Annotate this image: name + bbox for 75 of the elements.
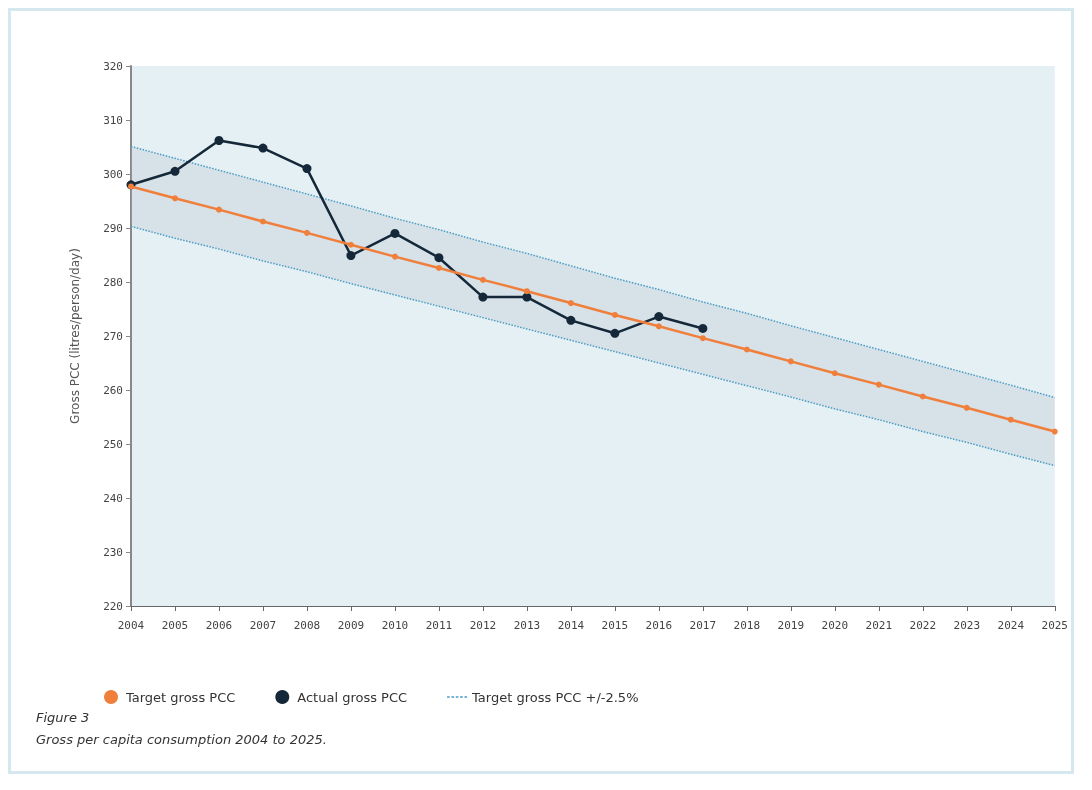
y-tick-label: 300: [103, 167, 123, 181]
x-tick-label: 2025: [1041, 619, 1068, 632]
point: [215, 206, 222, 213]
point: [214, 136, 224, 146]
x-tick-label: 2016: [645, 619, 673, 632]
point: [347, 241, 354, 248]
text: Gross per capita consumption 2004 to 2025.: [36, 732, 327, 747]
x-tick-label: 2005: [161, 619, 189, 632]
x-tick-label: 2006: [205, 619, 233, 632]
point: [1051, 428, 1058, 435]
x-tick-label: 2007: [249, 619, 277, 632]
point: [919, 393, 926, 400]
point: [567, 300, 574, 307]
point: [259, 218, 266, 225]
point: [610, 328, 620, 338]
point: [258, 143, 268, 153]
y-tick-label: 270: [103, 329, 123, 343]
legend-label: Target gross PCC: [125, 689, 236, 705]
x-tick-label: 2022: [909, 619, 937, 632]
x-tick-label: 2011: [425, 619, 453, 632]
text: Figure 3: [36, 710, 90, 725]
point: [611, 311, 618, 318]
point: [434, 253, 444, 263]
point: [523, 288, 530, 295]
y-tick-label: 230: [103, 545, 123, 559]
x-tick-label: 2004: [117, 619, 145, 632]
point: [831, 370, 838, 377]
x-tick-label: 2021: [865, 619, 893, 632]
y-tick-label: 280: [103, 275, 123, 289]
point: [787, 358, 794, 365]
y-tick-label: 290: [103, 221, 123, 235]
x-tick-label: 2019: [777, 619, 805, 632]
point: [435, 264, 442, 271]
legend-label: Target gross PCC +/-2.5%: [471, 689, 639, 705]
line-series: [130, 225, 1056, 467]
x-tick-label: 2015: [601, 619, 629, 632]
point: [963, 404, 970, 411]
point: [170, 166, 180, 176]
point: [522, 292, 532, 302]
point: [478, 292, 488, 302]
point: [171, 195, 178, 202]
x-tick-label: 2023: [953, 619, 981, 632]
y-tick-label: 260: [103, 383, 123, 397]
point: [346, 251, 356, 261]
point: [743, 346, 750, 353]
x-tick-label: 2018: [733, 619, 761, 632]
point: [302, 164, 312, 174]
point: [391, 253, 398, 260]
point: [698, 323, 708, 333]
y-axis-title: Gross PCC (litres/person/day): [68, 248, 82, 424]
point: [303, 229, 310, 236]
y-tick-label: 250: [103, 437, 123, 451]
x-tick-label: 2017: [689, 619, 717, 632]
x-tick-label: 2010: [381, 619, 409, 632]
x-tick-label: 2013: [513, 619, 541, 632]
point: [654, 312, 664, 322]
x-tick-label: 2020: [821, 619, 849, 632]
point: [390, 228, 400, 238]
point: [699, 335, 706, 342]
x-tick-label: 2024: [997, 619, 1025, 632]
line-series: [130, 145, 1056, 399]
point: [1007, 416, 1014, 423]
legend-label: Actual gross PCC: [297, 689, 408, 705]
y-tick-label: 240: [103, 491, 123, 505]
point: [875, 381, 882, 388]
x-tick-label: 2012: [469, 619, 497, 632]
point: [479, 276, 486, 283]
y-tick-label: 310: [103, 113, 123, 127]
point: [655, 323, 662, 330]
y-tick-label: 320: [103, 59, 123, 73]
point: [566, 315, 576, 325]
y-tick-label: 220: [103, 599, 123, 613]
x-tick-label: 2008: [293, 619, 321, 632]
x-tick-label: 2014: [557, 619, 585, 632]
x-tick-label: 2009: [337, 619, 365, 632]
